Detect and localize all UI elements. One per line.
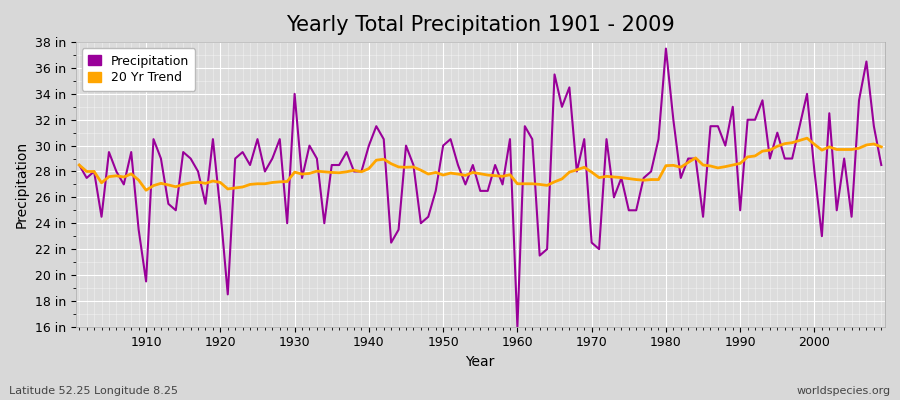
Precipitation [512, 324, 523, 329]
Precipitation [876, 163, 886, 168]
X-axis label: Year: Year [465, 355, 495, 369]
20 Yr Trend [74, 163, 85, 168]
Precipitation [133, 227, 144, 232]
Text: worldspecies.org: worldspecies.org [796, 386, 891, 396]
Legend: Precipitation, 20 Yr Trend: Precipitation, 20 Yr Trend [82, 48, 195, 91]
Y-axis label: Precipitation: Precipitation [15, 141, 29, 228]
Text: Latitude 52.25 Longitude 8.25: Latitude 52.25 Longitude 8.25 [9, 386, 178, 396]
Precipitation [74, 163, 85, 168]
20 Yr Trend [133, 178, 144, 182]
20 Yr Trend [519, 181, 530, 186]
20 Yr Trend [802, 136, 813, 140]
20 Yr Trend [608, 174, 619, 179]
20 Yr Trend [304, 171, 315, 176]
Precipitation [519, 124, 530, 129]
20 Yr Trend [876, 144, 886, 149]
20 Yr Trend [348, 168, 359, 172]
Precipitation [608, 195, 619, 200]
Title: Yearly Total Precipitation 1901 - 2009: Yearly Total Precipitation 1901 - 2009 [286, 15, 675, 35]
20 Yr Trend [140, 188, 151, 193]
Precipitation [297, 176, 308, 180]
Line: 20 Yr Trend: 20 Yr Trend [79, 138, 881, 190]
Precipitation [661, 46, 671, 51]
Precipitation [341, 150, 352, 154]
Precipitation [505, 137, 516, 142]
Line: Precipitation: Precipitation [79, 48, 881, 327]
20 Yr Trend [512, 181, 523, 186]
